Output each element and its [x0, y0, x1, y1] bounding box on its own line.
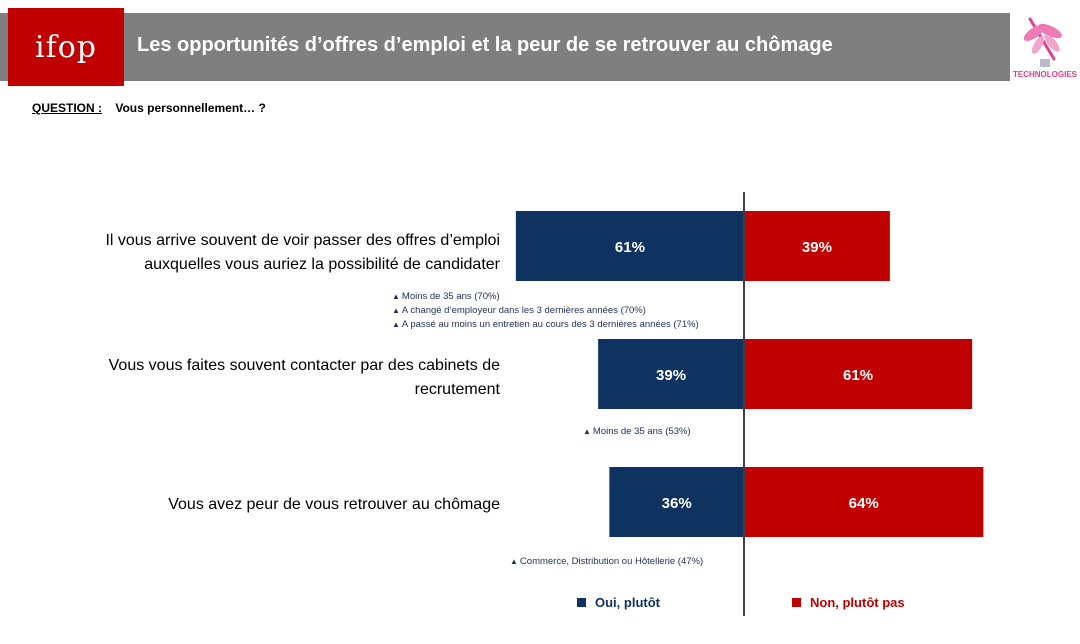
bar-label-oui-1: 61% — [615, 239, 645, 256]
bar-non-2 — [744, 339, 973, 409]
subgroup-note: ▲ A changé d’employeur dans les 3 dernièr… — [392, 305, 646, 316]
bar-oui-2 — [598, 339, 744, 409]
legend-label-oui: Oui, plutôt — [595, 595, 660, 610]
dragonfly-logo-icon — [1012, 13, 1078, 81]
legend-label-non: Non, plutôt pas — [810, 595, 905, 610]
subgroup-note: ▲ Moins de 35 ans (70%) — [392, 291, 500, 302]
bar-label-non-2: 61% — [843, 367, 873, 384]
partner-label: TECHNOLOGIES — [1012, 70, 1077, 79]
legend-item-non: Non, plutôt pas — [792, 595, 905, 610]
page-title: Les opportunités d’offres d’emploi et la… — [137, 34, 833, 56]
header-bar — [0, 13, 1010, 81]
row-label-3: Vous avez peur de vous retrouver au chôm… — [168, 496, 500, 513]
bar-label-non-1: 39% — [802, 239, 832, 256]
ifop-logo: ifop — [8, 8, 124, 86]
bar-oui-3 — [609, 467, 744, 537]
question-label: QUESTION : — [32, 101, 103, 115]
question: QUESTION : Vous personnellement… ? — [32, 101, 266, 115]
legend-swatch-oui — [577, 598, 586, 607]
question-text: Vous personnellement… ? — [115, 101, 266, 115]
bar-label-non-3: 64% — [849, 495, 879, 512]
legend-item-oui: Oui, plutôt — [577, 595, 660, 610]
bar-label-oui-3: 36% — [662, 495, 692, 512]
bar-label-oui-2: 39% — [656, 367, 686, 384]
bar-oui-1 — [515, 211, 744, 281]
subgroup-note: ▲ Commerce, Distribution ou Hôtellerie (4… — [510, 556, 704, 567]
subgroup-note: ▲ A passé au moins un entretien au cours … — [392, 319, 699, 330]
bar-non-1 — [744, 211, 890, 281]
row-label-2: Vous vous faites souvent contacter par d… — [108, 357, 500, 398]
logo-text: ifop — [35, 29, 97, 65]
legend-swatch-non — [792, 598, 801, 607]
row-label-1: Il vous arrive souvent de voir passer de… — [105, 232, 500, 273]
subgroup-note: ▲ Moins de 35 ans (53%) — [583, 426, 691, 437]
bar-non-3 — [744, 467, 984, 537]
